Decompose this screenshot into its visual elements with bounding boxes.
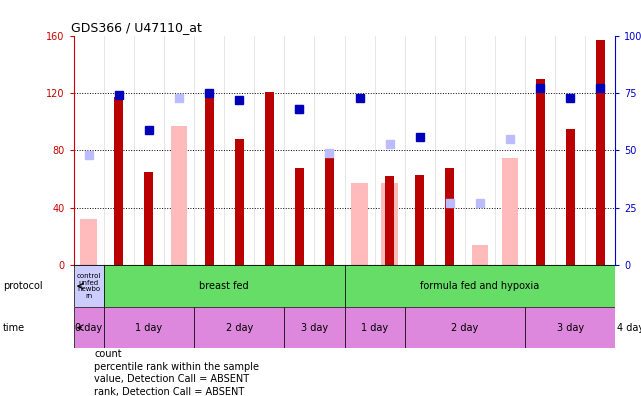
Text: formula fed and hypoxia: formula fed and hypoxia: [420, 281, 540, 291]
Text: control
unfed
newbo
rn: control unfed newbo rn: [76, 273, 101, 299]
Bar: [235, 139, 244, 265]
Bar: [595, 40, 605, 265]
Bar: [351, 183, 368, 265]
Bar: [536, 79, 545, 265]
Bar: [615, 307, 641, 348]
Bar: [194, 307, 285, 348]
Text: GDS366 / U47110_at: GDS366 / U47110_at: [71, 21, 202, 34]
Bar: [74, 307, 104, 348]
Text: 0 day: 0 day: [75, 323, 103, 333]
Bar: [295, 168, 304, 265]
Text: count: count: [94, 349, 122, 359]
Bar: [415, 175, 424, 265]
Bar: [81, 219, 97, 265]
Bar: [265, 91, 274, 265]
Bar: [525, 307, 615, 348]
Bar: [345, 307, 404, 348]
Bar: [74, 265, 104, 307]
Text: rank, Detection Call = ABSENT: rank, Detection Call = ABSENT: [94, 386, 244, 396]
Text: value, Detection Call = ABSENT: value, Detection Call = ABSENT: [94, 374, 249, 385]
Bar: [566, 129, 575, 265]
Text: 2 day: 2 day: [226, 323, 253, 333]
Text: breast fed: breast fed: [199, 281, 249, 291]
Text: 1 day: 1 day: [361, 323, 388, 333]
Bar: [114, 97, 123, 265]
Bar: [204, 96, 213, 265]
Bar: [104, 265, 345, 307]
Text: 2 day: 2 day: [451, 323, 479, 333]
Bar: [345, 265, 615, 307]
Bar: [325, 150, 334, 265]
Bar: [285, 307, 345, 348]
Bar: [472, 245, 488, 265]
Bar: [502, 158, 519, 265]
Text: 3 day: 3 day: [301, 323, 328, 333]
Text: 1 day: 1 day: [135, 323, 163, 333]
Text: 4 day: 4 day: [617, 323, 641, 333]
Bar: [445, 168, 454, 265]
Text: percentile rank within the sample: percentile rank within the sample: [94, 362, 259, 372]
Bar: [144, 172, 153, 265]
Bar: [171, 126, 187, 265]
Bar: [404, 307, 525, 348]
Text: 3 day: 3 day: [556, 323, 584, 333]
Bar: [104, 307, 194, 348]
Text: time: time: [3, 323, 26, 333]
Bar: [381, 183, 398, 265]
Bar: [385, 176, 394, 265]
Text: protocol: protocol: [3, 281, 43, 291]
